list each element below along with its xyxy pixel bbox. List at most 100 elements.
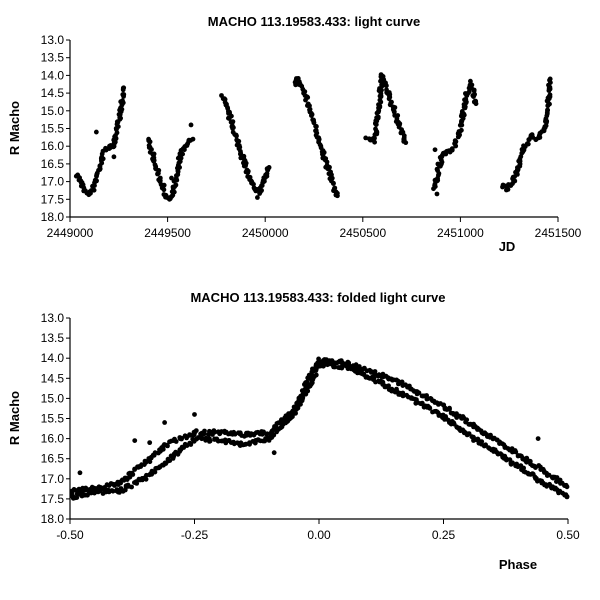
- data-point: [371, 135, 376, 141]
- data-point: [176, 160, 182, 166]
- data-point: [313, 372, 319, 378]
- data-point: [121, 92, 127, 97]
- data-point: [129, 470, 135, 476]
- data-point: [91, 187, 97, 193]
- data-point: [398, 130, 404, 136]
- data-point: [203, 435, 209, 441]
- data-point: [230, 125, 236, 131]
- data-point: [332, 364, 338, 370]
- y-tick-label: 15.0: [41, 104, 65, 118]
- data-point: [118, 115, 123, 121]
- data-point: [143, 476, 149, 482]
- data-point: [373, 126, 378, 132]
- data-point: [228, 119, 234, 125]
- data-point: [157, 178, 163, 184]
- x-tick-label: -0.25: [181, 528, 209, 542]
- data-point: [396, 378, 401, 384]
- y-tick-label: 16.5: [41, 452, 65, 466]
- x-axis-title: Phase: [499, 557, 537, 572]
- data-point: [547, 92, 553, 98]
- y-tick-label: 15.0: [41, 391, 65, 405]
- data-point: [377, 86, 382, 91]
- data-point: [324, 159, 330, 165]
- data-point: [459, 127, 464, 133]
- outlier-point: [162, 420, 168, 425]
- data-point: [447, 407, 452, 412]
- data-point: [121, 85, 127, 91]
- data-point: [234, 133, 239, 139]
- data-point: [331, 180, 336, 186]
- data-point: [247, 441, 253, 447]
- data-point: [180, 151, 186, 157]
- data-point: [427, 405, 432, 411]
- data-point: [527, 458, 533, 464]
- data-point: [384, 83, 389, 89]
- x-tick-label: 2449000: [47, 226, 94, 240]
- outlier-point: [192, 412, 197, 417]
- data-point: [304, 379, 310, 385]
- y-tick-label: 13.0: [41, 33, 65, 47]
- folded-light-curve-chart: MACHO 113.19583.433: folded light curve …: [7, 290, 580, 572]
- outlier-point: [111, 154, 117, 160]
- data-point: [236, 138, 242, 144]
- outlier-point: [147, 440, 153, 446]
- x-tick-label: 2450500: [339, 226, 386, 240]
- data-point: [380, 379, 386, 385]
- data-point: [241, 163, 247, 169]
- y-tick-label: 13.5: [41, 51, 65, 65]
- y-tick-label: 13.0: [41, 311, 65, 325]
- data-point: [129, 484, 135, 490]
- chart-title: MACHO 113.19583.433: folded light curve: [190, 290, 445, 305]
- data-point: [564, 494, 570, 500]
- data-point: [321, 362, 327, 368]
- data-point: [207, 438, 213, 444]
- data-point: [468, 78, 473, 84]
- y-tick-label: 16.0: [41, 432, 65, 446]
- data-point: [390, 377, 395, 383]
- data-point: [160, 446, 166, 452]
- data-point: [420, 393, 426, 399]
- data-point: [173, 182, 179, 188]
- data-point: [179, 436, 184, 442]
- y-tick-label: 15.5: [41, 122, 65, 136]
- data-point: [302, 89, 308, 94]
- data-point: [543, 482, 549, 488]
- y-tick-label: 15.5: [41, 412, 65, 426]
- y-tick-label: 16.5: [41, 157, 65, 171]
- x-tick-label: 2451000: [437, 226, 484, 240]
- data-point: [238, 150, 244, 156]
- data-point: [388, 100, 394, 106]
- data-point: [452, 138, 458, 144]
- data-point: [143, 459, 149, 464]
- data-point: [245, 170, 251, 176]
- data-point: [152, 162, 158, 168]
- data-point: [416, 390, 422, 396]
- data-point: [564, 484, 570, 490]
- data-point: [504, 457, 509, 463]
- outlier-point: [93, 129, 99, 135]
- y-tick-label: 17.0: [41, 175, 65, 189]
- x-tick-label: 2449500: [144, 226, 191, 240]
- data-point: [151, 151, 157, 157]
- data-point: [164, 442, 170, 448]
- data-point: [161, 187, 167, 193]
- data-point: [539, 478, 545, 484]
- data-point: [325, 166, 331, 172]
- data-point: [386, 96, 392, 102]
- data-point: [372, 139, 377, 145]
- outlier-point: [132, 438, 138, 444]
- data-point: [202, 428, 207, 434]
- x-tick-label: 2450000: [242, 226, 289, 240]
- x-tick-label: -0.50: [56, 528, 84, 542]
- data-point: [363, 135, 369, 141]
- x-tick-label: 0.00: [307, 528, 331, 542]
- data-point: [505, 187, 511, 192]
- data-point: [525, 141, 531, 147]
- y-tick-label: 14.0: [41, 68, 65, 82]
- data-point: [303, 97, 308, 103]
- y-tick-label: 18.0: [41, 210, 65, 224]
- y-tick-label: 14.5: [41, 371, 65, 385]
- y-tick-label: 17.0: [41, 472, 65, 486]
- data-point: [271, 432, 276, 438]
- data-point: [424, 396, 430, 402]
